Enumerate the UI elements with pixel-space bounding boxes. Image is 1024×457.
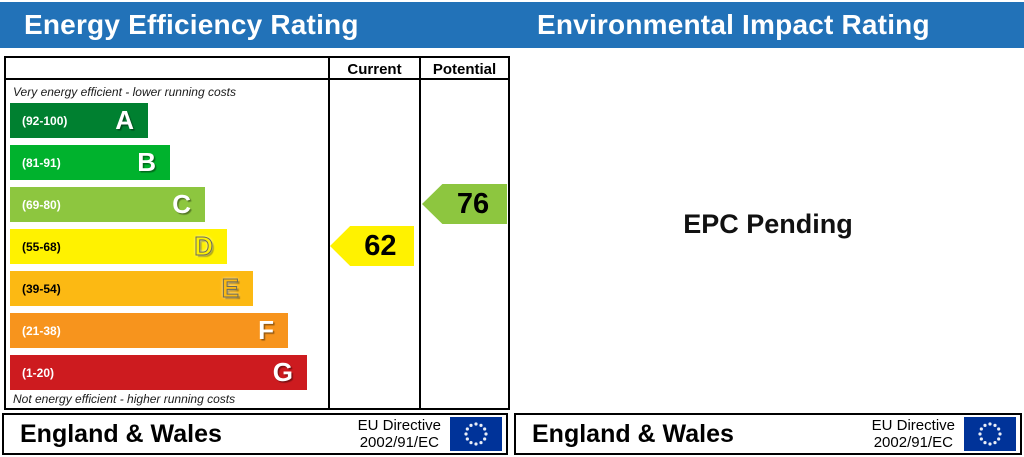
potential-rating-arrow: 76 <box>422 184 507 224</box>
band-range-label: (81-91) <box>22 155 61 170</box>
band-d: (55-68) D <box>10 229 227 264</box>
footer-energy: England & Wales EU Directive 2002/91/EC <box>2 413 508 455</box>
potential-column-divider <box>419 58 421 408</box>
band-range-label: (39-54) <box>22 281 61 296</box>
band-letter: D <box>194 231 214 262</box>
eu-flag-icon <box>964 417 1016 451</box>
footer-environmental: England & Wales EU Directive 2002/91/EC <box>514 413 1022 455</box>
current-column-divider <box>328 58 330 408</box>
potential-rating-value: 76 <box>456 187 490 220</box>
band-letter: G <box>272 357 293 387</box>
band-letter: E <box>221 273 239 304</box>
band-g: (1-20) G <box>10 355 307 390</box>
band-letter: B <box>137 147 156 177</box>
band-e: (39-54) E <box>10 271 253 306</box>
current-rating-arrow: 62 <box>330 226 414 266</box>
eu-flag-icon <box>450 417 502 451</box>
eu-directive-line1: EU Directive <box>357 417 441 434</box>
region-label: England & Wales <box>20 419 222 448</box>
title-bar: Energy Efficiency Rating Environmental I… <box>0 2 1024 48</box>
potential-column-header: Potential <box>432 60 497 78</box>
band-range-label: (69-80) <box>22 197 61 212</box>
eu-directive-line2: 2002/91/EC <box>359 434 439 451</box>
band-letter: C <box>172 189 191 219</box>
band-range-label: (55-68) <box>22 239 61 254</box>
efficient-note: Very energy efficient - lower running co… <box>13 85 236 99</box>
current-rating-value: 62 <box>364 229 397 262</box>
eu-directive-label: EU Directive 2002/91/EC <box>358 417 441 451</box>
energy-efficiency-chart: Current Potential Very energy efficient … <box>4 56 510 410</box>
band-letter: F <box>258 315 274 345</box>
eu-directive-line1: EU Directive <box>871 417 955 434</box>
band-range-label: (21-38) <box>22 323 61 338</box>
eu-directive-label: EU Directive 2002/91/EC <box>872 417 955 451</box>
band-b: (81-91) B <box>10 145 170 180</box>
band-range-label: (92-100) <box>22 113 68 128</box>
energy-rating-title: Energy Efficiency Rating <box>24 9 359 40</box>
band-letter: A <box>115 105 134 135</box>
eu-directive-line2: 2002/91/EC <box>873 434 953 451</box>
epc-pending-status: EPC Pending <box>683 209 853 239</box>
environmental-rating-title: Environmental Impact Rating <box>537 9 930 40</box>
current-column-header: Current <box>347 60 402 78</box>
band-f: (21-38) F <box>10 313 288 348</box>
inefficient-note: Not energy efficient - higher running co… <box>13 392 236 406</box>
band-range-label: (1-20) <box>22 365 55 380</box>
region-label: England & Wales <box>532 419 734 448</box>
band-a: (92-100) A <box>10 103 148 138</box>
band-c: (69-80) C <box>10 187 205 222</box>
chart-header-row <box>6 58 508 80</box>
